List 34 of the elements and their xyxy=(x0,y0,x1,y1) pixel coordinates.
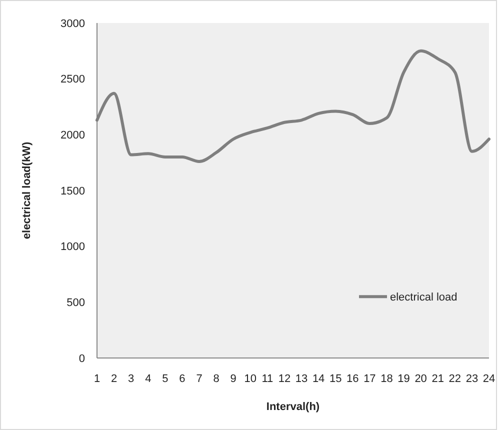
x-tick-label: 14 xyxy=(312,373,325,385)
x-tick-label: 4 xyxy=(145,373,152,385)
y-tick-label: 2500 xyxy=(60,74,85,86)
x-tick-label: 19 xyxy=(398,373,410,385)
y-tick-label: 0 xyxy=(78,352,85,365)
x-tick-label: 18 xyxy=(380,373,393,385)
x-tick-label: 3 xyxy=(128,373,134,385)
x-tick-label: 17 xyxy=(364,373,376,385)
y-tick-label: 500 xyxy=(66,297,85,310)
x-tick-label: 13 xyxy=(295,373,308,385)
y-tick-label: 1000 xyxy=(60,241,85,254)
x-tick-label: 20 xyxy=(414,373,427,385)
x-tick-label: 6 xyxy=(179,373,186,385)
y-tick-label: 3000 xyxy=(60,18,85,30)
y-tick-label: 2000 xyxy=(60,130,85,142)
x-tick-label: 2 xyxy=(110,373,118,385)
x-axis-title: Interval(h) xyxy=(266,401,320,413)
x-tick-label: 23 xyxy=(466,373,478,385)
x-tick-label: 7 xyxy=(196,373,202,385)
x-tick-label: 10 xyxy=(244,373,257,385)
x-tick-label: 9 xyxy=(230,373,236,385)
y-axis-title: electrical load(kW) xyxy=(21,142,33,240)
x-tick-label: 21 xyxy=(432,373,444,385)
x-tick-label: 16 xyxy=(346,373,359,385)
x-tick-label: 1 xyxy=(94,373,100,385)
x-tick-label: 22 xyxy=(448,373,462,385)
x-tick-label: 12 xyxy=(278,373,291,385)
x-tick-label: 5 xyxy=(162,373,168,385)
x-tick-label: 24 xyxy=(482,373,496,385)
x-tick-label: 15 xyxy=(329,373,342,385)
x-tick-label: 8 xyxy=(213,373,220,385)
legend-label: electrical load xyxy=(390,291,458,304)
y-tick-label: 1500 xyxy=(60,185,85,198)
x-tick-label: 11 xyxy=(262,373,274,385)
